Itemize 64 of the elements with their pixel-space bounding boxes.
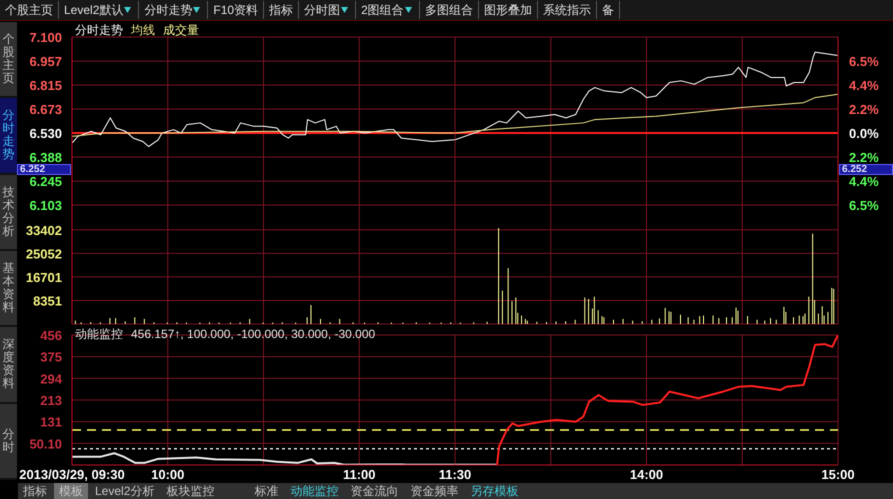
text: 备 [602, 2, 614, 18]
x-tick-label: 10:00 [151, 467, 184, 482]
annotation: 456.157↑, 100.000, -100.000, 30.000, -30.000 [131, 327, 376, 341]
text: 成交量 [163, 22, 199, 39]
x-tick-label: 15:00 [821, 467, 855, 482]
text: 模板 [54, 482, 88, 499]
side-tab: 基本资料 [0, 250, 17, 328]
y-tick-label: 6.530 [29, 126, 62, 142]
text: 分时图 [304, 2, 340, 18]
y-tick-label: 131 [40, 414, 62, 430]
y-tick-label: 6.388 [29, 150, 62, 165]
x-tick-label: 11:00 [342, 467, 376, 482]
y-tick-label: 16701 [26, 270, 62, 285]
text: 6.252 [17, 164, 71, 175]
text: 指标 [269, 2, 294, 18]
y-tick-label: 456 [40, 328, 62, 343]
y-tick-label: 6.673 [29, 102, 62, 117]
side-tab: 分时 [0, 404, 17, 480]
x-tick-label: 2013/03/29, 09:30 [19, 467, 125, 482]
y-tick-label: 50.10 [29, 436, 62, 452]
text: 多图组合 [424, 2, 473, 18]
text: Level2默认 [64, 2, 124, 18]
text: 另存模板 [469, 482, 520, 499]
text: 6.5% [849, 198, 879, 213]
text: 资金频率 [409, 482, 460, 499]
text: 分时走势 [75, 22, 123, 39]
text: 资金流向 [349, 482, 400, 499]
text: 6.252 [839, 164, 893, 175]
text: 均线 [131, 22, 155, 39]
text: 0.0% [849, 126, 879, 142]
y-tick-label: 8351 [33, 293, 62, 308]
text: 标准 [253, 482, 280, 499]
text: Level2分析 [94, 482, 156, 499]
text: 分时走势 [144, 2, 192, 18]
y-tick-label: 6.957 [29, 54, 62, 70]
text: 图形叠加 [484, 2, 532, 18]
x-tick-label: 14:00 [630, 467, 664, 482]
x-tick-label: 11:30 [438, 467, 472, 482]
text: 2.2% [849, 150, 879, 165]
y-tick-label: 6.815 [29, 78, 62, 94]
y-tick-label: 6.103 [29, 198, 62, 213]
text: 指标 [22, 482, 48, 499]
text: 个股主页 [5, 2, 53, 18]
side-tab: 技术分析 [0, 174, 17, 251]
y-tick-label: 33402 [26, 222, 62, 238]
text: 4.4% [849, 174, 879, 190]
y-tick-label: 25052 [26, 246, 62, 262]
y-tick-label: 7.100 [29, 30, 62, 45]
text: 2.2% [849, 102, 879, 117]
y-tick-label: 294 [40, 371, 63, 386]
text: 动能监控 [289, 482, 340, 499]
y-tick-label: 213 [40, 393, 62, 408]
side-tab: 深度资料 [0, 327, 17, 404]
side-tab: 分时走势 [0, 98, 17, 175]
text: 板块监控 [165, 482, 216, 499]
text: 6.5% [849, 54, 879, 70]
chart-title: 动能监控 [75, 327, 123, 341]
y-tick-label: 375 [40, 350, 62, 365]
side-tab: 个股主页 [0, 22, 17, 98]
text: 系统指示 [542, 2, 591, 18]
text: 2图组合 [361, 2, 404, 18]
y-tick-label: 6.245 [29, 174, 62, 190]
text: 4.4% [849, 78, 879, 94]
text: F10资料 [213, 2, 258, 18]
